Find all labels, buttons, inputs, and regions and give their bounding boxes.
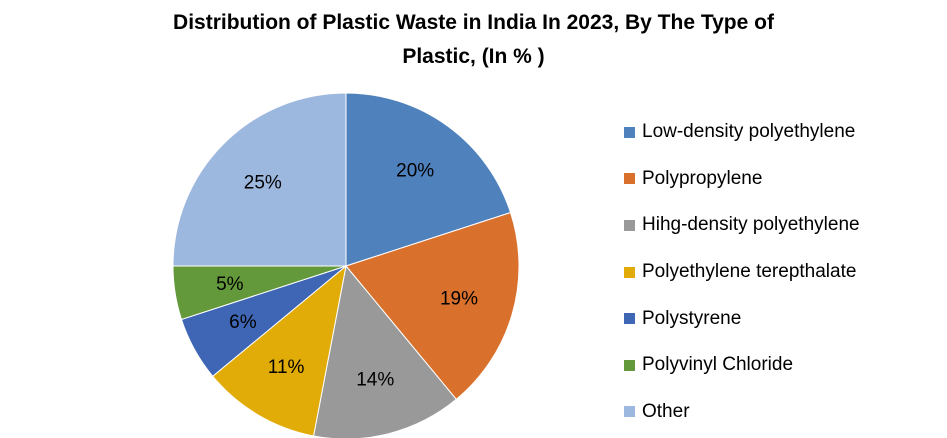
pie-data-label-3: 11% [268,357,305,378]
legend-label-5: Polyvinyl Chloride [642,354,794,376]
pie-data-label-5: 5% [216,274,244,295]
legend-label-6: Other [642,400,690,422]
legend-swatch-3 [624,266,635,278]
legend-item-2: Hihg-density polyethylene [624,202,860,249]
legend-item-5: Polyvinyl Chloride [624,342,860,389]
legend-swatch-2 [624,219,635,231]
legend-swatch-6 [624,406,635,418]
pie-slice-0 [345,92,512,267]
legend-item-6: Other [624,389,860,436]
pie-data-label-2: 14% [356,369,394,390]
legend-label-3: Polyethylene terepthalate [642,261,857,283]
legend-item-4: Polystyrene [624,295,860,342]
legend-item-1: Polypropylene [624,156,860,203]
legend-swatch-4 [624,313,635,325]
pie-slice-1 [345,211,520,401]
legend-label-4: Polystyrene [642,307,742,329]
legend-swatch-5 [624,359,635,371]
pie-data-label-0: 20% [396,160,434,181]
pie-slice-6 [172,92,347,267]
chart-title-line2: Plastic, (In % ) [402,45,545,68]
chart-title: Distribution of Plastic Waste in India I… [0,6,947,74]
pie-data-label-6: 25% [244,172,282,193]
legend-swatch-1 [624,173,635,185]
legend-label-0: Low-density polyethylene [642,121,856,143]
legend: Low-density polyethylene Polypropylene Hih… [624,109,860,435]
legend-label-2: Hihg-density polyethylene [642,214,860,236]
chart-title-line1: Distribution of Plastic Waste in India I… [173,11,774,34]
pie-data-label-4: 6% [229,312,257,333]
pie-data-label-1: 19% [440,288,478,309]
legend-label-1: Polypropylene [642,167,763,189]
legend-item-3: Polyethylene terepthalate [624,249,860,296]
legend-item-0: Low-density polyethylene [624,109,860,156]
pie-slice-3 [211,264,347,437]
legend-swatch-0 [624,126,635,138]
